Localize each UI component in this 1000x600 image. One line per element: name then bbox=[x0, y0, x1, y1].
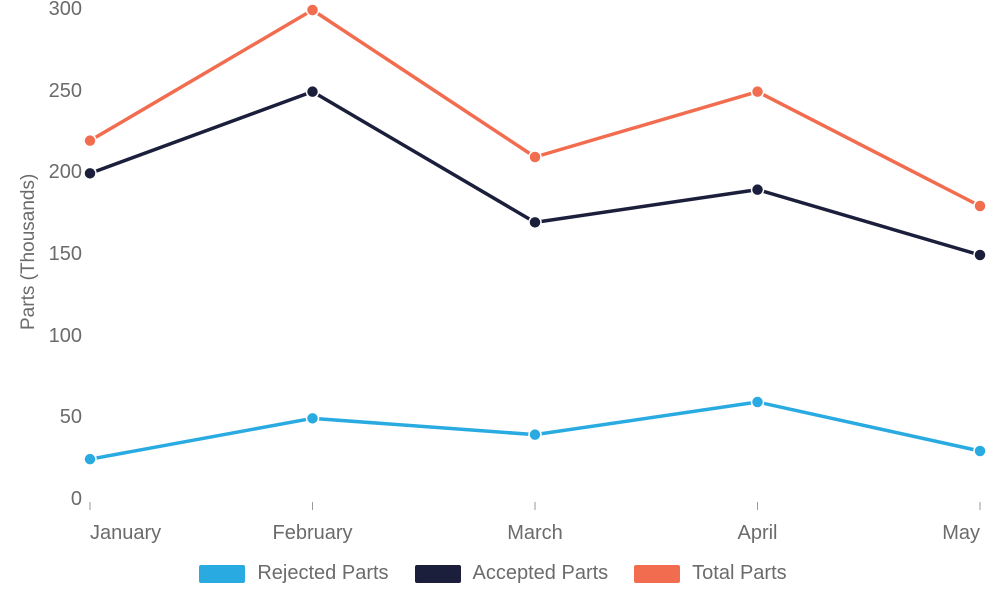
data-point bbox=[974, 445, 986, 457]
data-point bbox=[307, 4, 319, 16]
data-point bbox=[974, 249, 986, 261]
data-point bbox=[307, 412, 319, 424]
parts-line-chart: Parts (Thousands) 050100150200250300 Jan… bbox=[0, 0, 1000, 600]
legend-label: Total Parts bbox=[692, 562, 786, 585]
data-point bbox=[752, 396, 764, 408]
data-point bbox=[752, 184, 764, 196]
legend-label: Accepted Parts bbox=[473, 562, 609, 585]
legend-swatch bbox=[199, 565, 245, 583]
series-line bbox=[90, 92, 980, 255]
legend: Rejected Parts Accepted Parts Total Parts bbox=[0, 562, 1000, 585]
data-point bbox=[974, 200, 986, 212]
data-point bbox=[529, 151, 541, 163]
data-point bbox=[307, 86, 319, 98]
data-point bbox=[84, 167, 96, 179]
data-point bbox=[84, 453, 96, 465]
legend-swatch bbox=[415, 565, 461, 583]
data-point bbox=[84, 135, 96, 147]
series-line bbox=[90, 10, 980, 206]
data-point bbox=[752, 86, 764, 98]
legend-label: Rejected Parts bbox=[257, 562, 388, 585]
data-point bbox=[529, 216, 541, 228]
data-point bbox=[529, 429, 541, 441]
legend-swatch bbox=[634, 565, 680, 583]
plot-area bbox=[0, 0, 1000, 600]
